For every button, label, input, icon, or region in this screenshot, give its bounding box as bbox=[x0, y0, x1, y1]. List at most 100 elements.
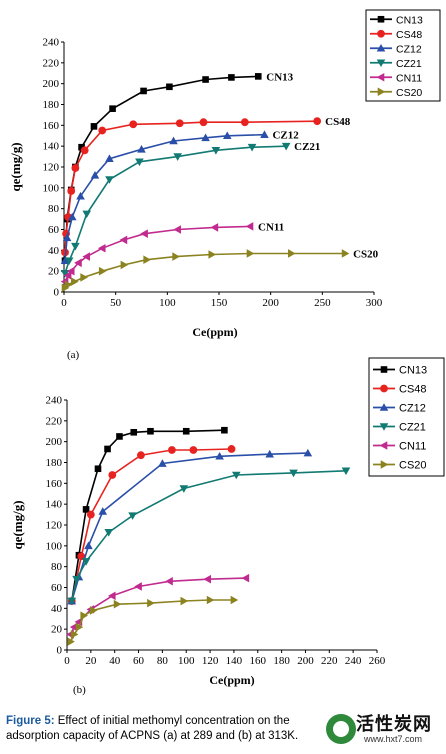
b-ytick-label-160: 160 bbox=[46, 478, 63, 490]
a-series-cn13 bbox=[61, 73, 262, 265]
a-legend-frame bbox=[365, 9, 441, 102]
chart-b: 0 20 40 60 80 100 120 140 160 180 200 220 240 0 20 40 60… bbox=[10, 357, 445, 687]
a-point-cs20-9 bbox=[246, 249, 255, 258]
b-legend-marker-cn11 bbox=[379, 441, 388, 450]
a-legend-marker-cn11 bbox=[376, 72, 385, 82]
a-ytick-label-240: 240 bbox=[43, 37, 60, 49]
b-point-cz12-3 bbox=[98, 507, 108, 515]
b-point-cs20-7 bbox=[180, 596, 189, 606]
a-point-cz12-6 bbox=[137, 144, 146, 153]
b-point-cz21-5 bbox=[179, 485, 189, 493]
b-point-cz12-6 bbox=[265, 449, 274, 458]
a-point-cn13-10 bbox=[228, 74, 235, 81]
a-point-cn11-8 bbox=[173, 225, 181, 234]
a-point-cn11-4 bbox=[82, 252, 91, 261]
b-point-cs48-6 bbox=[189, 446, 198, 454]
b-ytick-label-100: 100 bbox=[46, 540, 63, 552]
a-line-cz12 bbox=[64, 133, 265, 261]
b-point-cs20-9 bbox=[230, 595, 239, 605]
b-legend-label-cz21: CZ21 bbox=[399, 422, 426, 434]
b-point-cz12-4 bbox=[158, 459, 167, 467]
b-point-cs20-0 bbox=[67, 637, 75, 646]
a-xtick-label-250: 250 bbox=[314, 297, 331, 309]
b-ytick-label-240: 240 bbox=[46, 395, 63, 407]
a-xtick-label-300: 300 bbox=[366, 297, 383, 309]
watermark-url: www.hxt7.com bbox=[364, 734, 423, 744]
a-ytick-label-140: 140 bbox=[43, 141, 60, 153]
b-point-cn13-6 bbox=[130, 428, 138, 436]
b-point-cs20-2 bbox=[75, 622, 84, 632]
a-point-cn11-2 bbox=[66, 266, 75, 276]
figure-caption: Figure 5: Effect of initial methomyl con… bbox=[6, 714, 336, 744]
b-xtick-label-140: 140 bbox=[226, 655, 243, 667]
b-ytick-label-20: 20 bbox=[51, 624, 63, 636]
b-xtick-label-20: 20 bbox=[85, 655, 97, 667]
a-annotation-cz21: CZ21 bbox=[294, 141, 320, 153]
b-legend-label-cz12: CZ12 bbox=[399, 403, 426, 415]
a-point-cs48-6 bbox=[98, 126, 107, 135]
a-ytick-label-0: 0 bbox=[54, 287, 60, 299]
b-point-cz12-2 bbox=[84, 541, 93, 550]
a-point-cs20-5 bbox=[120, 260, 129, 270]
b-ytick-label-0: 0 bbox=[57, 645, 63, 657]
a-legend-label-cn11: CN11 bbox=[396, 72, 422, 84]
b-point-cs20-8 bbox=[206, 595, 215, 605]
b-point-cs48-4 bbox=[137, 451, 145, 460]
panel-a-label: (a) bbox=[67, 349, 80, 361]
b-ytick-label-220: 220 bbox=[46, 415, 63, 427]
a-point-cz12-10 bbox=[260, 130, 269, 139]
a-series-cs48 bbox=[61, 117, 322, 257]
a-annotation-cn13: CN13 bbox=[266, 71, 293, 83]
b-line-cn13 bbox=[71, 429, 225, 602]
a-series-cn11 bbox=[60, 222, 254, 286]
b-point-cn13-9 bbox=[221, 426, 228, 434]
a-point-cn13-5 bbox=[90, 123, 98, 130]
b-point-cn13-3 bbox=[94, 465, 102, 473]
b-legend-marker-cn13 bbox=[380, 366, 388, 373]
a-point-cz12-8 bbox=[201, 133, 210, 142]
a-point-cz12-5 bbox=[105, 154, 114, 162]
a-point-cs48-7 bbox=[129, 120, 138, 129]
a-point-cn11-3 bbox=[74, 258, 82, 268]
b-line-cn11 bbox=[69, 577, 246, 635]
a-xlabel: Ce(ppm) bbox=[192, 325, 237, 339]
a-ytick-label-180: 180 bbox=[43, 99, 60, 111]
a-point-cn13-6 bbox=[109, 105, 116, 112]
a-point-cs20-6 bbox=[143, 255, 151, 265]
b-xtick-label-120: 120 bbox=[202, 655, 219, 667]
a-point-cs48-4 bbox=[71, 164, 80, 172]
a-legend-label-cz21: CZ21 bbox=[396, 58, 422, 70]
b-xtick-label-40: 40 bbox=[109, 655, 121, 667]
a-point-cz12-0 bbox=[60, 256, 70, 265]
a-annotation-cn11: CN11 bbox=[258, 221, 284, 233]
b-xtick-label-260: 260 bbox=[369, 655, 386, 667]
b-series-cz21 bbox=[67, 467, 351, 606]
b-ytick-label-180: 180 bbox=[46, 457, 63, 469]
b-ytick-label-60: 60 bbox=[51, 582, 63, 594]
caption-lead: Figure 5: bbox=[6, 715, 55, 727]
watermark: 活性炭网 www.hxt7.com bbox=[326, 710, 444, 750]
b-ytick-label-120: 120 bbox=[46, 520, 63, 532]
a-point-cs48-9 bbox=[199, 118, 208, 127]
a-point-cs20-3 bbox=[80, 273, 88, 282]
a-point-cs48-8 bbox=[175, 119, 184, 128]
a-point-cz21-7 bbox=[211, 147, 221, 155]
a-point-cn11-9 bbox=[210, 223, 219, 232]
a-legend-marker-cz12 bbox=[376, 43, 386, 52]
b-xtick-label-180: 180 bbox=[273, 655, 290, 667]
a-point-cs48-10 bbox=[240, 118, 249, 127]
a-legend-marker-cn13 bbox=[377, 15, 385, 23]
b-legend-marker-cz21 bbox=[379, 423, 389, 431]
a-line-cz21 bbox=[64, 145, 287, 274]
a-annotation-cs20: CS20 bbox=[353, 248, 379, 260]
a-annotation-cz12: CZ12 bbox=[272, 130, 299, 142]
a-point-cn11-5 bbox=[97, 243, 106, 253]
a-point-cz21-4 bbox=[105, 176, 114, 184]
a-point-cs20-4 bbox=[98, 266, 107, 276]
a-point-cs20-7 bbox=[172, 252, 180, 261]
a-point-cn11-1 bbox=[63, 271, 72, 280]
a-point-cn13-7 bbox=[140, 87, 147, 95]
a-xtick-label-200: 200 bbox=[262, 297, 279, 309]
b-xtick-label-200: 200 bbox=[297, 655, 314, 667]
a-point-cz12-1 bbox=[62, 233, 72, 242]
